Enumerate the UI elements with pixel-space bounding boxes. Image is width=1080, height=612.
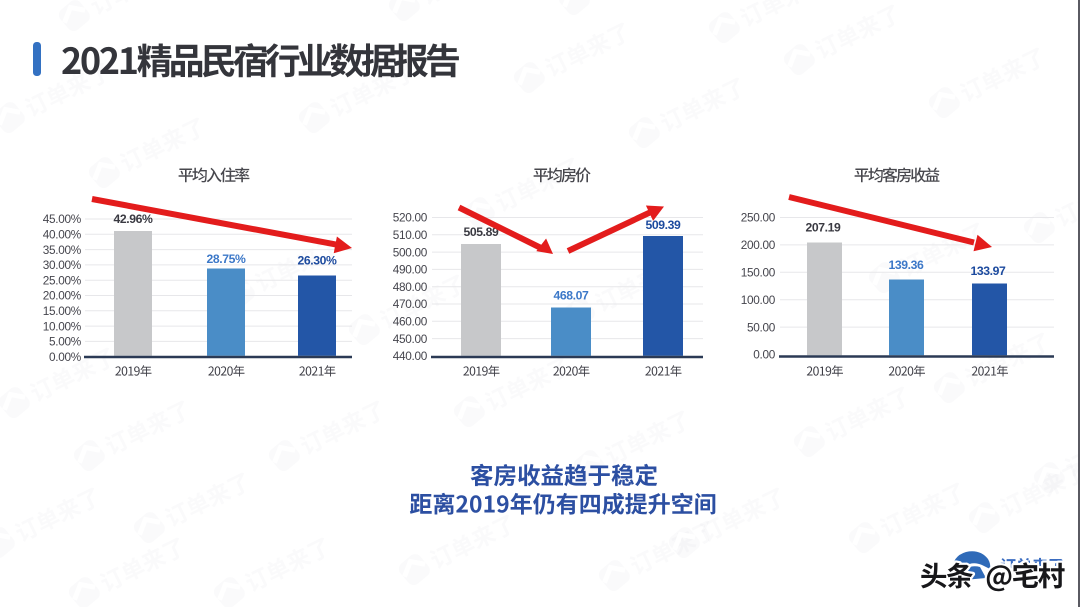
- svg-text:40.00%: 40.00%: [43, 228, 82, 242]
- svg-text:468.07: 468.07: [554, 289, 589, 303]
- svg-text:460.00: 460.00: [393, 315, 428, 329]
- svg-text:440.00: 440.00: [393, 349, 428, 363]
- svg-text:139.36: 139.36: [889, 258, 924, 272]
- svg-text:470.00: 470.00: [393, 297, 428, 311]
- svg-text:30.00%: 30.00%: [43, 258, 82, 272]
- svg-text:490.00: 490.00: [393, 263, 428, 277]
- svg-text:42.96%: 42.96%: [114, 212, 153, 226]
- svg-text:10.00%: 10.00%: [43, 319, 82, 333]
- svg-text:207.19: 207.19: [806, 221, 841, 235]
- svg-text:15.00%: 15.00%: [43, 304, 82, 318]
- svg-text:509.39: 509.39: [646, 218, 681, 232]
- svg-text:150.00: 150.00: [741, 266, 776, 280]
- svg-text:520.00: 520.00: [393, 211, 428, 225]
- svg-text:26.30%: 26.30%: [298, 254, 337, 268]
- svg-text:50.00: 50.00: [747, 320, 776, 334]
- svg-text:0.00: 0.00: [753, 348, 775, 362]
- svg-text:35.00%: 35.00%: [43, 243, 82, 257]
- svg-text:133.97: 133.97: [971, 264, 1006, 278]
- svg-text:500.00: 500.00: [393, 245, 428, 259]
- svg-text:5.00%: 5.00%: [49, 335, 82, 349]
- svg-text:20.00%: 20.00%: [43, 289, 82, 303]
- svg-text:450.00: 450.00: [393, 332, 428, 346]
- svg-text:200.00: 200.00: [741, 238, 776, 252]
- svg-text:480.00: 480.00: [393, 280, 428, 294]
- svg-text:0.00%: 0.00%: [49, 350, 82, 364]
- svg-text:45.00%: 45.00%: [43, 212, 82, 226]
- svg-text:250.00: 250.00: [741, 211, 776, 225]
- svg-text:505.89: 505.89: [464, 225, 499, 239]
- svg-text:510.00: 510.00: [393, 228, 428, 242]
- svg-text:100.00: 100.00: [741, 293, 776, 307]
- svg-text:25.00%: 25.00%: [43, 273, 82, 287]
- svg-text:28.75%: 28.75%: [207, 252, 246, 266]
